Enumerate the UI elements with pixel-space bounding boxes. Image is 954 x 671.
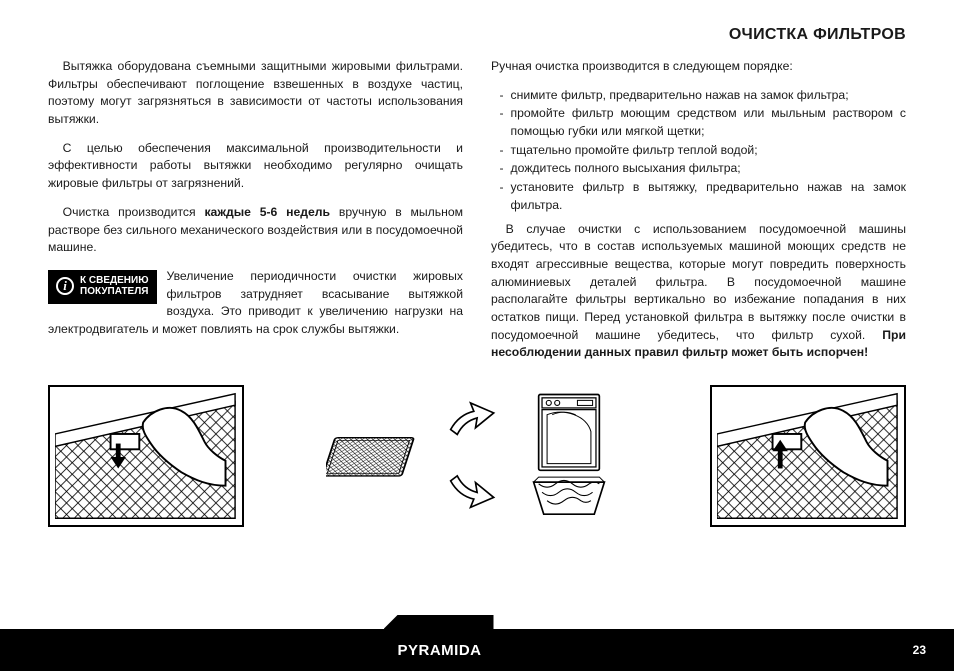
remove-filter-illustration	[48, 385, 244, 527]
list-item: дождитесь полного высыхания фильтра;	[511, 160, 906, 178]
section-title: ОЧИСТКА ФИЛЬТРОВ	[48, 26, 906, 44]
brand-label: PYRAMIDA	[398, 642, 913, 659]
page-number: 23	[913, 643, 926, 657]
left-column: Вытяжка оборудована съемными защитными ж…	[48, 58, 463, 373]
arrows-svg	[444, 391, 502, 521]
wash-options-illustration	[256, 386, 698, 526]
install-filter-svg	[717, 391, 899, 521]
remove-filter-svg	[55, 391, 237, 521]
diagram-row	[48, 385, 906, 527]
info-line-2: ПОКУПАТЕЛЯ	[80, 286, 148, 297]
right-para-2: В случае очистки с использованием посудо…	[491, 221, 906, 363]
para-3-bold: каждые 5-6 недель	[204, 205, 330, 219]
para-1: Вытяжка оборудована съемными защитными ж…	[48, 58, 463, 129]
right-p2-a: В случае очистки с использованием посудо…	[491, 222, 906, 342]
info-badge: i К СВЕДЕНИЮ ПОКУПАТЕЛЯ	[48, 270, 157, 304]
right-column: Ручная очистка производится в следующем …	[491, 58, 906, 373]
para-info: i К СВЕДЕНИЮ ПОКУПАТЕЛЯ Увеличение перио…	[48, 268, 463, 339]
footer-bar: PYRAMIDA 23	[0, 629, 954, 671]
footer-inner: PYRAMIDA 23	[384, 629, 954, 671]
list-item: снимите фильтр, предварительно нажав на …	[511, 87, 906, 105]
install-filter-illustration	[710, 385, 906, 527]
list-item: промойте фильтр моющим средством или мыл…	[511, 105, 906, 140]
para-3-a: Очистка производится	[63, 205, 205, 219]
text-columns: Вытяжка оборудована съемными защитными ж…	[48, 58, 906, 373]
right-intro: Ручная очистка производится в следующем …	[491, 58, 906, 76]
list-item: тщательно промойте фильтр теплой водой;	[511, 142, 906, 160]
info-badge-text: К СВЕДЕНИЮ ПОКУПАТЕЛЯ	[80, 275, 149, 298]
para-2: С целью обеспечения максимальной произво…	[48, 140, 463, 193]
list-item: установите фильтр в вытяжку, предварител…	[511, 179, 906, 214]
filter-tile-svg	[326, 408, 436, 504]
para-3: Очистка производится каждые 5-6 недель в…	[48, 204, 463, 257]
info-icon: i	[56, 277, 74, 295]
info-line-1: К СВЕДЕНИЮ	[80, 275, 149, 286]
dishwasher-basin-svg	[510, 386, 628, 526]
steps-list: снимите фильтр, предварительно нажав на …	[491, 87, 906, 215]
